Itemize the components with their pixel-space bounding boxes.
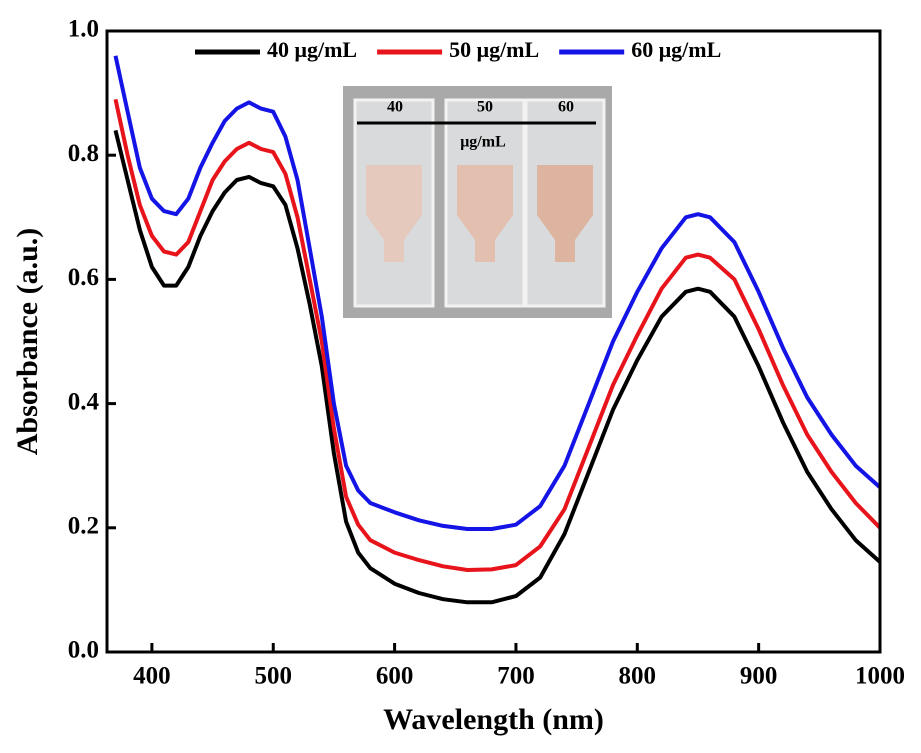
- inset-label: 40: [387, 99, 403, 116]
- plot-frame: [105, 29, 882, 654]
- inset-label: 50: [477, 99, 493, 116]
- x-axis-title: Wavelength (nm): [383, 703, 604, 736]
- y-tick-label: 0.6: [68, 264, 99, 291]
- y-tick-label: 1.0: [68, 16, 99, 43]
- x-tick-label: 1000: [855, 663, 905, 690]
- x-tick-label: 400: [133, 663, 171, 690]
- y-tick-label: 0.8: [68, 140, 99, 167]
- y-tick-label: 0.4: [68, 388, 100, 415]
- legend-label: 60 μg/mL: [631, 37, 721, 62]
- data-line: [113, 98, 882, 572]
- legend-label: 50 μg/mL: [449, 37, 539, 62]
- inset-unit: μg/mL: [460, 134, 506, 151]
- x-tick-label: 700: [497, 663, 535, 690]
- x-tick-label: 600: [376, 663, 414, 690]
- x-tick-label: 900: [740, 663, 778, 690]
- y-tick-label: 0.2: [68, 513, 99, 540]
- y-axis-title: Absorbance (a.u.): [11, 228, 44, 456]
- inset-photo: [343, 86, 612, 318]
- legend-label: 40 μg/mL: [267, 37, 357, 62]
- y-tick-label: 0.0: [68, 637, 99, 664]
- data-line: [113, 55, 882, 531]
- inset-label: 60: [558, 99, 574, 116]
- x-tick-label: 800: [619, 663, 657, 690]
- x-tick-label: 500: [254, 663, 292, 690]
- data-line: [113, 129, 882, 605]
